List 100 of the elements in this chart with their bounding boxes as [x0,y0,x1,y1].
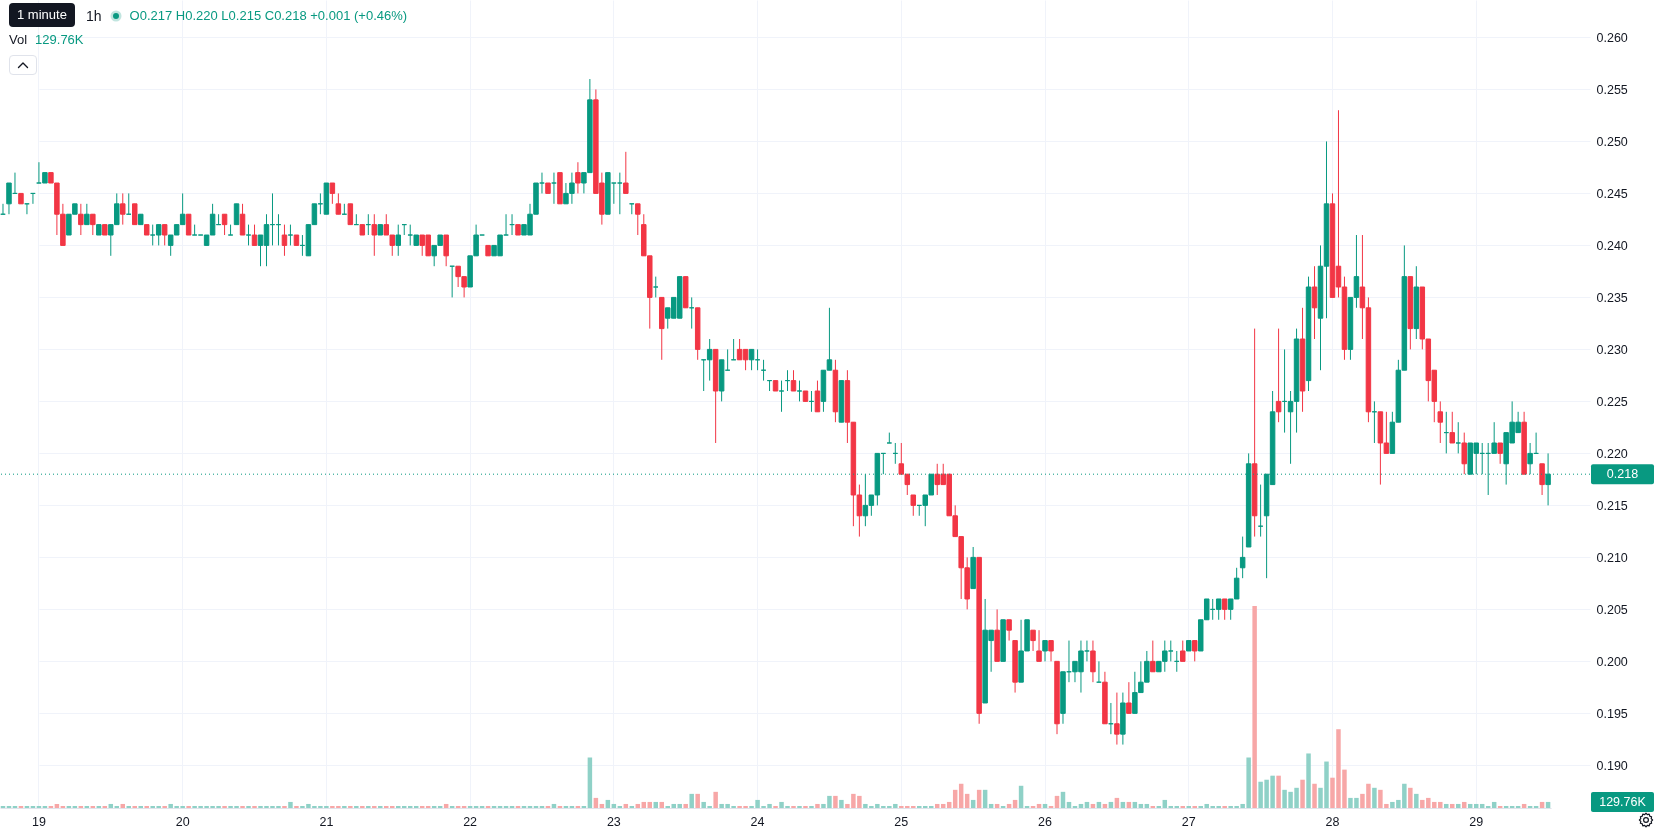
candlestick [287,224,294,246]
x-tick-label: 24 [750,814,765,829]
bar [354,805,359,808]
x-tick-label: 29 [1469,814,1484,829]
candlestick [251,224,258,246]
x-tick-label: 25 [894,814,909,829]
bar [282,805,287,808]
candlestick [1150,640,1156,673]
bar [1312,783,1317,808]
candlestick [1090,640,1096,683]
y-tick-label: 0.240 [1596,238,1628,253]
y-tick-label: 0.215 [1596,498,1628,513]
bar [809,805,814,808]
bar [791,805,796,808]
bar [683,803,688,808]
bar [815,803,820,808]
text: 1h [86,7,102,25]
y-tick-label: 0.250 [1596,134,1628,149]
candlestick [90,213,96,236]
bar [162,805,167,808]
candlestick [1311,265,1318,340]
candlestick [335,192,342,215]
x-tick-label: 28 [1325,814,1340,829]
candlestick [120,192,126,226]
bar [378,805,383,808]
candlestick [635,203,641,236]
candlestick [1192,640,1198,662]
bar [1414,793,1419,808]
x-tick-label: 27 [1181,814,1196,829]
bar [797,805,802,808]
candlestick [78,203,84,236]
candlestick [227,224,234,236]
bar [1372,787,1377,808]
candlestick [778,380,785,413]
bar [348,805,353,808]
annotation: Vol [9,31,28,49]
bar [294,805,299,808]
bar [689,793,694,808]
x-tick-label: 21 [319,814,334,829]
bar [252,805,257,808]
candlestick [1180,640,1186,662]
y-tick-label: 0.190 [1596,758,1628,773]
y-tick-label: 0.195 [1596,706,1628,721]
bar [833,795,838,808]
bar [1300,779,1305,808]
bar [240,805,245,808]
y-tick-label: 0.205 [1596,602,1628,617]
candlestick [185,213,192,236]
candlestick [132,203,138,226]
annotation: 129.76K [35,31,84,49]
bar [186,805,191,808]
candlestick [1126,681,1132,714]
candlestick [1114,692,1120,746]
y-tick-label: 0.245 [1596,186,1628,201]
candlestick [347,203,354,226]
annotation: O0.217 H0.220 L0.215 C0.218 +0.001 (+0.46%) [129,7,408,25]
candlestick [1239,536,1246,579]
x-tick-label: 26 [1038,814,1053,829]
bar [288,801,293,808]
y-tick-label: 0.255 [1596,82,1628,97]
y-tick-label: 0.260 [1596,30,1628,45]
bar [713,791,718,808]
y-tick-label: 0.210 [1596,550,1628,565]
bar [1222,805,1227,808]
y-tick-label: 0.200 [1596,654,1628,669]
y-tick-label: 0.220 [1596,446,1628,461]
candlestick [1221,598,1228,621]
candlestick [443,234,449,267]
bar [695,793,700,808]
candlestick [84,203,90,226]
ref-line-label: 0.218 [1606,467,1639,482]
candlestick [395,224,401,257]
bar [1450,803,1455,808]
y-tick-label: 0.235 [1596,290,1628,305]
bar [366,805,371,808]
candlestick [910,494,917,517]
candlestick [1497,442,1503,465]
candlestick [161,224,168,246]
candlestick [1030,629,1036,652]
bar [222,805,227,808]
bar [360,805,365,808]
candlestick [1006,619,1012,642]
candlestick [245,224,252,246]
candlestick [233,203,240,226]
bar [803,805,808,808]
candlestick [886,432,893,444]
candlestick [329,182,336,205]
x-tick-label: 22 [463,814,478,829]
candlestick [1449,411,1456,444]
bar [138,805,143,808]
bar [342,805,347,808]
candlestick [371,213,378,257]
text: 129.76K [1599,794,1647,809]
candlestick [796,380,803,402]
candlestick [1048,640,1054,662]
candlestick [1036,629,1042,662]
candlestick [239,203,246,236]
bar [246,805,251,808]
candlestick [575,161,581,194]
candlestick [1539,463,1545,496]
